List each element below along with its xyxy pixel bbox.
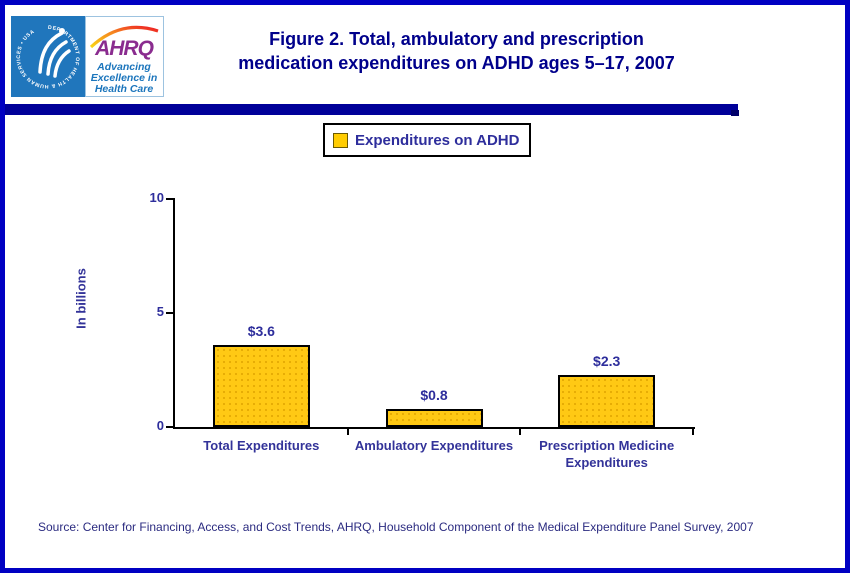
legend-swatch-icon xyxy=(333,132,348,148)
y-tick-label: 10 xyxy=(149,190,164,205)
y-tick-label: 5 xyxy=(156,304,164,319)
ahrq-tagline-line1: Advancing xyxy=(96,61,151,73)
bar-value-label: $3.6 xyxy=(247,322,275,339)
y-axis-title: In billions xyxy=(73,268,89,329)
bar-category-label: Ambulatory Expenditures xyxy=(354,438,514,453)
x-axis xyxy=(173,427,695,429)
ahrq-tagline-line2: Excellence in xyxy=(91,72,158,84)
hhs-seal-background xyxy=(11,16,85,97)
source-note: Source: Center for Financing, Access, an… xyxy=(38,520,754,534)
bar-category-label: Total Expenditures xyxy=(203,438,320,453)
y-axis xyxy=(173,198,175,429)
ahrq-hhs-logo: DEPARTMENT OF HEALTH & HUMAN SERVICES • … xyxy=(11,16,164,97)
bar xyxy=(212,344,310,427)
x-axis-tick xyxy=(692,429,694,435)
chart-legend: Expenditures on ADHD xyxy=(323,123,532,157)
hhs-eagle-head xyxy=(59,28,65,34)
y-axis-tick xyxy=(166,312,173,314)
header-divider-endcap xyxy=(731,110,739,116)
y-axis-tick xyxy=(166,198,173,200)
hhs-eagle-icon xyxy=(38,31,71,78)
page-title: Figure 2. Total, ambulatory and prescrip… xyxy=(60,27,853,75)
y-axis-tick xyxy=(166,426,173,428)
x-axis-tick xyxy=(346,429,349,435)
bar xyxy=(558,374,656,427)
x-axis-tick xyxy=(519,429,522,435)
ahrq-tagline: Advancing Excellence in Health Care xyxy=(91,61,158,95)
bar-category-label: Prescription Medicine Expenditures xyxy=(539,438,675,470)
legend-label: Expenditures on ADHD xyxy=(355,131,520,149)
y-tick-label: 0 xyxy=(156,418,164,433)
ahrq-tagline-line3: Health Care xyxy=(95,83,154,95)
page-title-line1: Figure 2. Total, ambulatory and prescrip… xyxy=(269,29,644,49)
ahrq-arc-icon xyxy=(89,25,159,49)
bar xyxy=(385,408,483,427)
ahrq-wordmark: AHRQ xyxy=(94,37,153,60)
bar-value-label: $0.8 xyxy=(420,386,448,403)
header-divider xyxy=(5,104,738,115)
page-title-line2: medication expenditures on ADHD ages 5–1… xyxy=(238,53,675,73)
bar-value-label: $2.3 xyxy=(593,352,621,369)
